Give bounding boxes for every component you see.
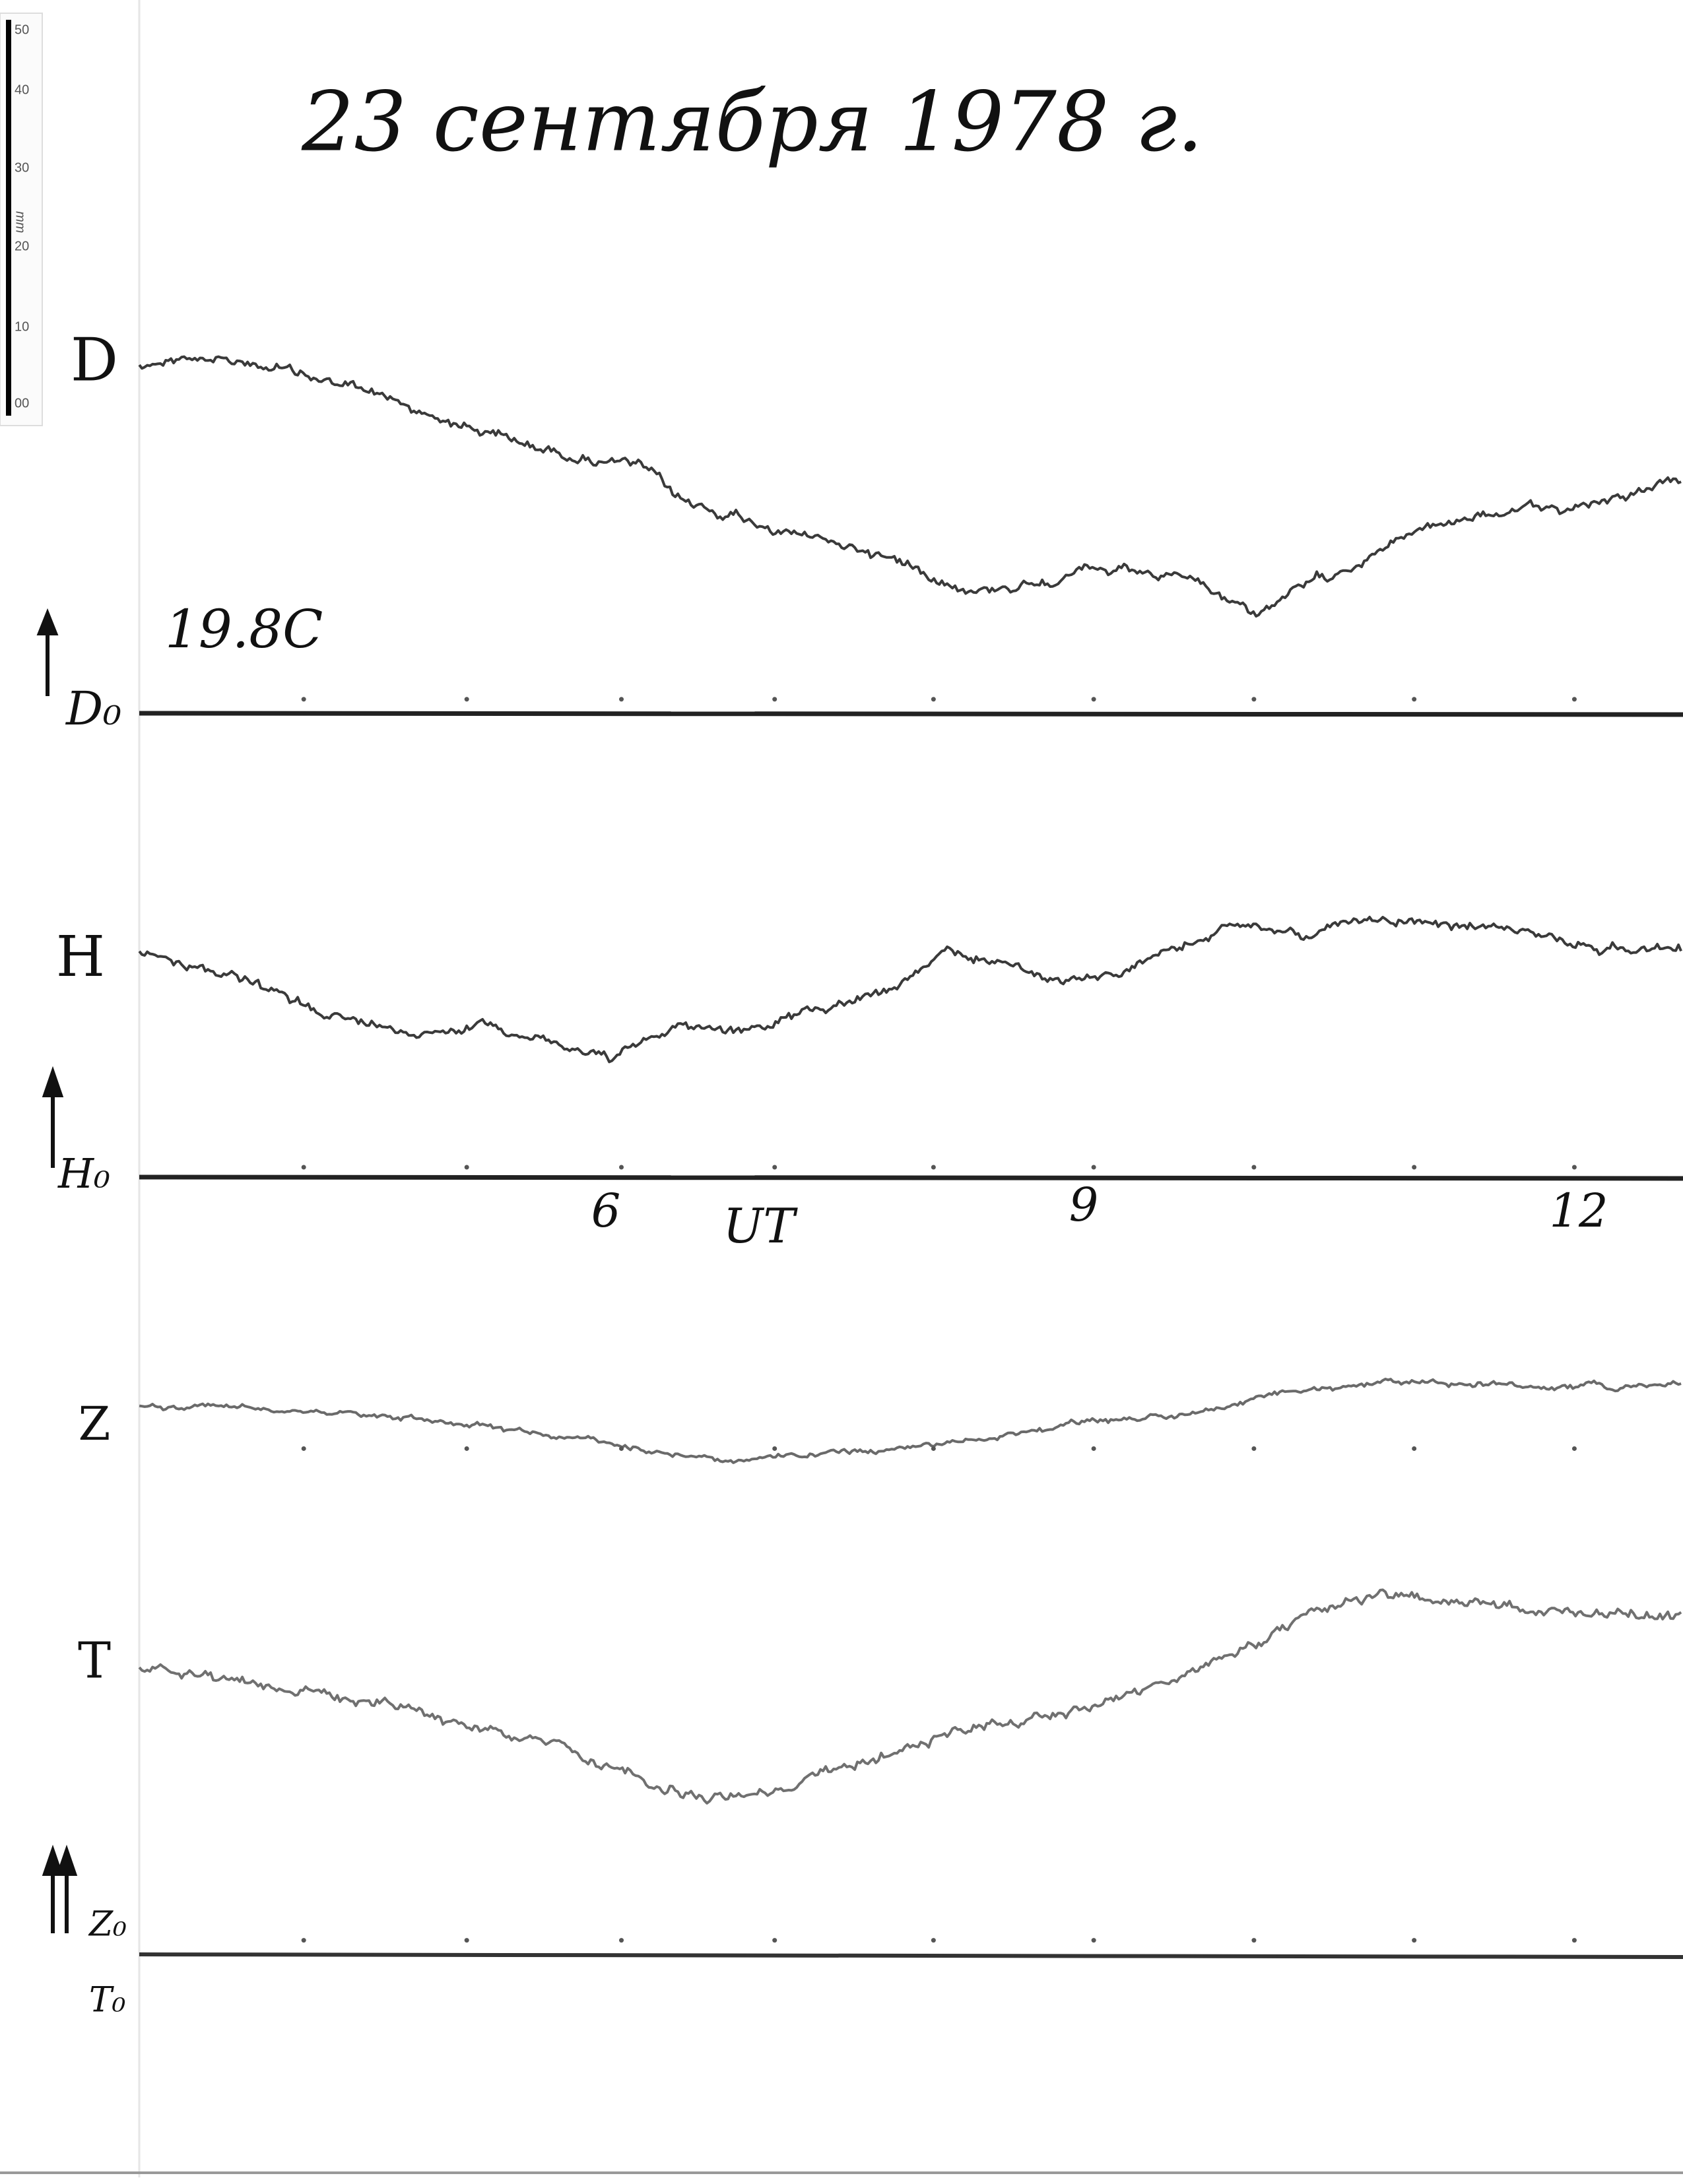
trace-label: H (56, 924, 105, 990)
hour-mark (1251, 697, 1257, 702)
time-label: 6 (591, 1184, 621, 1238)
hour-mark (619, 1938, 624, 1943)
hour-mark (1571, 1938, 1577, 1943)
ruler-tick-label: 30 (15, 160, 29, 175)
ruler-bar (6, 20, 11, 416)
hour-mark (1571, 1446, 1577, 1451)
hour-mark (1571, 1165, 1577, 1170)
arrow-head (42, 1066, 64, 1097)
baseline (139, 1174, 1683, 1181)
hour-mark (619, 1165, 624, 1170)
time-unit: UT (723, 1198, 799, 1254)
arrow-head (36, 608, 59, 635)
hour-mark (301, 1446, 306, 1451)
ruler-tick-label: 00 (15, 396, 29, 410)
hour-mark (464, 1938, 469, 1943)
hour-mark (931, 1938, 936, 1943)
hour-mark (301, 1938, 306, 1943)
ruler-unit: mm (13, 211, 28, 233)
hour-mark (464, 1446, 469, 1451)
hour-mark (1091, 1938, 1096, 1943)
baseline (139, 1952, 1683, 1959)
time-label: 12 (1549, 1184, 1608, 1238)
hour-mark (1251, 1165, 1257, 1170)
trace (138, 1588, 1682, 1805)
hour-mark (931, 1446, 936, 1451)
hour-mark (464, 1165, 469, 1170)
trace-label: D (71, 325, 118, 395)
trace (138, 355, 1682, 618)
baseline-label: D₀ (65, 682, 121, 736)
hour-mark (1571, 697, 1577, 702)
arrows (36, 608, 78, 1933)
trace-label: Z (79, 1397, 111, 1451)
hour-mark (931, 1165, 936, 1170)
ruler-tick-label: 40 (15, 82, 29, 97)
arrow-head (55, 1844, 78, 1876)
hour-mark (1251, 1446, 1257, 1451)
ruler-tick-label: 10 (15, 319, 29, 334)
hour-mark (772, 1165, 777, 1170)
hour-mark (1091, 1165, 1096, 1170)
trace (139, 1378, 1682, 1464)
title: 23 сентября 1978 г. (301, 75, 1203, 170)
hour-mark (301, 1165, 306, 1170)
hour-mark (1412, 1165, 1417, 1170)
hour-mark (1412, 697, 1417, 702)
baseline-label: H₀ (57, 1149, 110, 1198)
hour-mark (1412, 1938, 1417, 1943)
baseline (139, 711, 1683, 717)
arrow-head (42, 1844, 64, 1876)
hour-mark (619, 697, 624, 702)
hour-mark (1091, 1446, 1096, 1451)
trace-label: T (78, 1631, 111, 1689)
ruler-tick-label: 50 (15, 22, 29, 37)
ruler-tick-label: 20 (15, 239, 29, 253)
hour-mark (772, 697, 777, 702)
hour-mark (1412, 1446, 1417, 1451)
hour-mark (931, 697, 936, 702)
hour-mark (464, 697, 469, 702)
hour-mark (772, 1938, 777, 1943)
trace (138, 915, 1682, 1064)
hour-mark (1251, 1938, 1257, 1943)
baseline-label: Z₀ (88, 1905, 127, 1944)
baseline-label: T₀ (89, 1981, 126, 2020)
hour-mark (619, 1446, 624, 1451)
temperature-note: 19.8C (165, 598, 323, 660)
hour-mark (301, 697, 306, 702)
hour-mark (772, 1446, 777, 1451)
time-label: 9 (1069, 1178, 1099, 1232)
hour-mark (1091, 697, 1096, 702)
